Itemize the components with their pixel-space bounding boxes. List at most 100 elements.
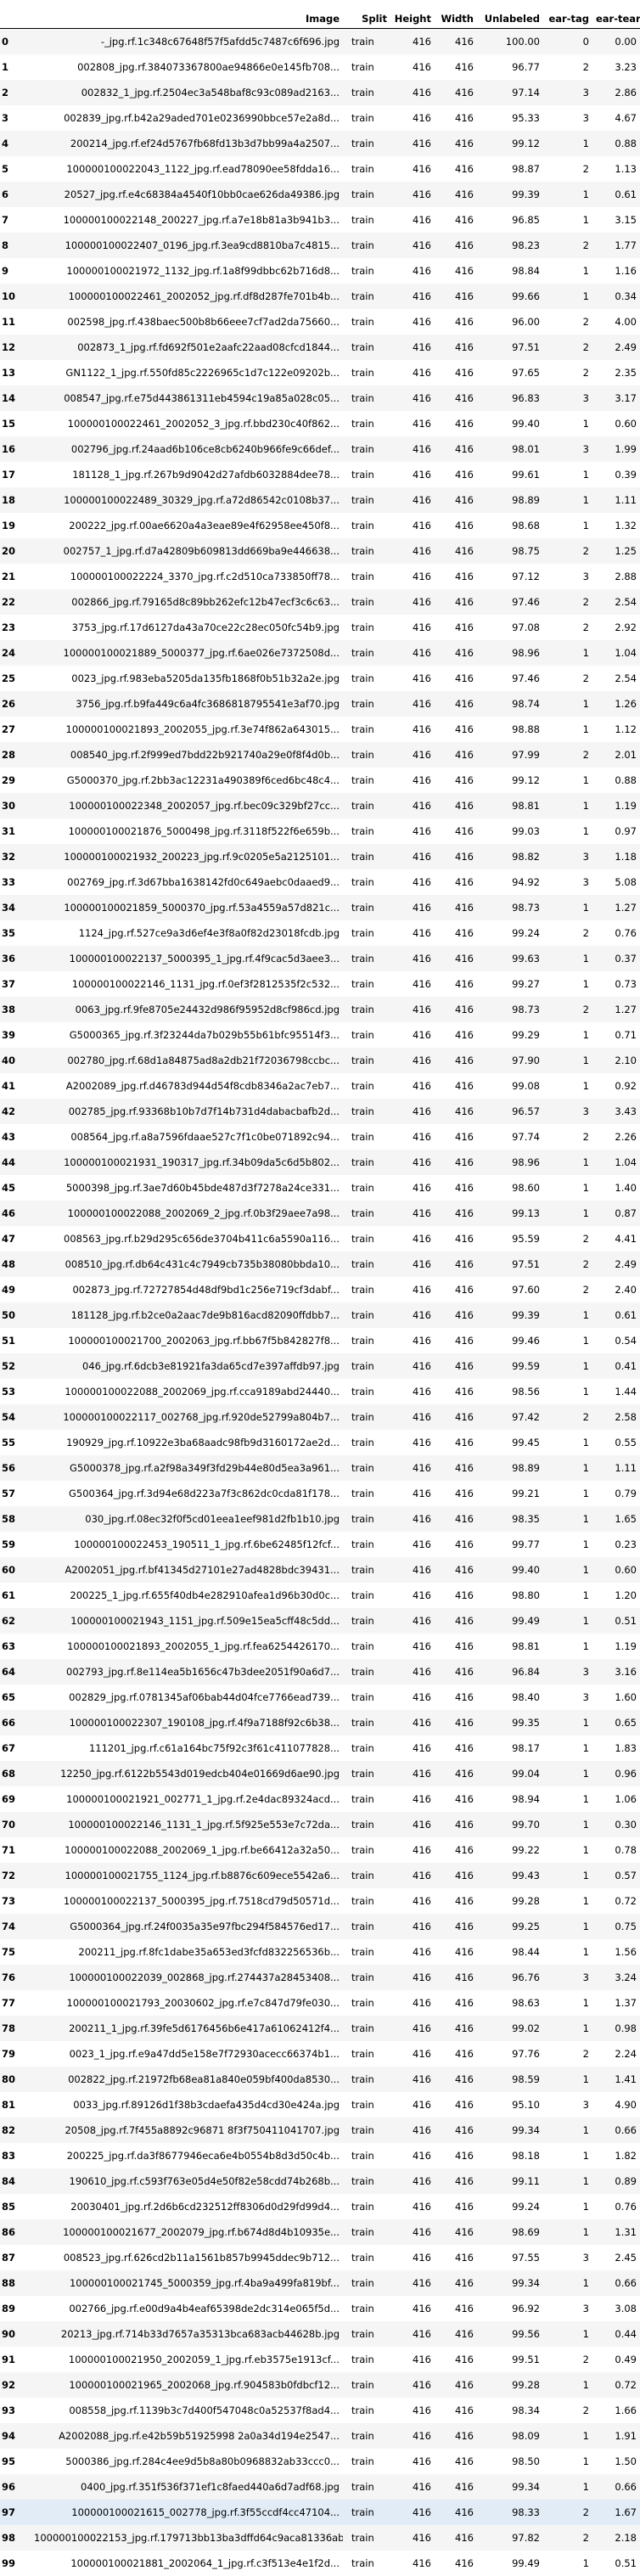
split-cell: train (343, 258, 390, 284)
split-cell: train (343, 691, 390, 717)
ear-tear-cell: 1.27 (592, 895, 640, 920)
split-cell: train (343, 2423, 390, 2449)
split-cell: train (343, 997, 390, 1022)
ear-tag-cell: 3 (543, 844, 592, 869)
ear-tag-cell: 1 (543, 1430, 592, 1455)
width-cell: 416 (435, 1226, 477, 1251)
image-cell: 100000100021921_002771_1_jpg.rf.2e4dac89… (31, 1786, 343, 1812)
unlabeled-cell: 99.61 (477, 462, 543, 487)
ear-tag-cell: 1 (543, 2321, 592, 2347)
ear-tear-cell: 0.37 (592, 946, 640, 971)
row-index: 52 (0, 1353, 31, 1379)
split-cell: train (343, 946, 390, 971)
row-index: 54 (0, 1404, 31, 1430)
ear-tear-cell: 1.13 (592, 156, 640, 182)
height-cell: 416 (390, 2168, 435, 2194)
split-cell: train (343, 1150, 390, 1175)
ear-tear-cell: 2.86 (592, 80, 640, 105)
image-cell: 190610_jpg.rf.c593f763e05d4e50f82e58cdd7… (31, 2168, 343, 2194)
image-cell: 002832_1_jpg.rf.2504ec3a548baf8c93c089ad… (31, 80, 343, 105)
split-cell: train (343, 1710, 390, 1735)
ear-tear-cell: 4.00 (592, 309, 640, 335)
row-index: 82 (0, 2118, 31, 2143)
ear-tag-cell: 2 (543, 2500, 592, 2525)
width-cell: 416 (435, 1634, 477, 1659)
ear-tear-cell: 2.35 (592, 360, 640, 385)
ear-tear-cell: 1.50 (592, 2449, 640, 2474)
split-cell: train (343, 589, 390, 615)
ear-tag-cell: 1 (543, 717, 592, 742)
width-cell: 416 (435, 1099, 477, 1124)
ear-tear-cell: 0.72 (592, 2372, 640, 2398)
image-cell: 100000100021615_002778_jpg.rf.3f55ccdf4c… (31, 2500, 343, 2525)
split-cell: train (343, 1124, 390, 1150)
row-index: 50 (0, 1302, 31, 1328)
image-cell: 100000100022461_2002052_jpg.rf.df8d287fe… (31, 284, 343, 309)
height-cell: 416 (390, 2067, 435, 2092)
row-index: 77 (0, 1990, 31, 2016)
width-cell: 416 (435, 1735, 477, 1761)
unlabeled-cell: 99.70 (477, 1812, 543, 1837)
ear-tear-cell: 0.71 (592, 1022, 640, 1048)
unlabeled-cell: 98.35 (477, 1506, 543, 1532)
row-index: 94 (0, 2423, 31, 2449)
image-cell: 100000100021972_1132_jpg.rf.1a8f99dbbc62… (31, 258, 343, 284)
unlabeled-cell: 99.49 (477, 1608, 543, 1634)
width-cell: 416 (435, 1201, 477, 1226)
unlabeled-cell: 98.63 (477, 1990, 543, 2016)
ear-tag-cell: 2 (543, 54, 592, 80)
split-cell: train (343, 1608, 390, 1634)
row-index: 48 (0, 1251, 31, 1277)
height-cell: 416 (390, 2372, 435, 2398)
unlabeled-cell: 99.34 (477, 2474, 543, 2500)
row-index: 42 (0, 1099, 31, 1124)
unlabeled-cell: 96.84 (477, 1659, 543, 1685)
ear-tear-cell: 2.92 (592, 615, 640, 640)
unlabeled-cell: 98.87 (477, 156, 543, 182)
ear-tag-cell: 1 (543, 2372, 592, 2398)
row-index: 11 (0, 309, 31, 335)
ear-tear-cell: 2.01 (592, 742, 640, 768)
image-cell: 100000100021943_1151_jpg.rf.509e15ea5cff… (31, 1608, 343, 1634)
image-cell: 100000100021859_5000370_jpg.rf.53a4559a5… (31, 895, 343, 920)
height-cell: 416 (390, 1048, 435, 1073)
width-cell: 416 (435, 411, 477, 436)
split-cell: train (343, 1990, 390, 2016)
height-cell: 416 (390, 1353, 435, 1379)
width-cell: 416 (435, 691, 477, 717)
row-index: 67 (0, 1735, 31, 1761)
ear-tear-cell: 2.54 (592, 666, 640, 691)
width-cell: 416 (435, 2245, 477, 2270)
width-cell: 416 (435, 335, 477, 360)
split-cell: train (343, 2219, 390, 2245)
row-index: 7 (0, 207, 31, 233)
ear-tag-cell: 2 (543, 335, 592, 360)
width-cell: 416 (435, 2270, 477, 2296)
split-cell: train (343, 2449, 390, 2474)
width-cell: 416 (435, 640, 477, 666)
width-cell: 416 (435, 2219, 477, 2245)
split-cell: train (343, 411, 390, 436)
height-cell: 416 (390, 2041, 435, 2067)
width-cell: 416 (435, 1965, 477, 1990)
ear-tag-cell: 1 (543, 1863, 592, 1888)
height-cell: 416 (390, 920, 435, 946)
height-cell: 416 (390, 2016, 435, 2041)
height-cell: 416 (390, 2525, 435, 2551)
split-cell: train (343, 1353, 390, 1379)
width-cell: 416 (435, 2016, 477, 2041)
height-cell: 416 (390, 2092, 435, 2118)
row-index: 0 (0, 29, 31, 55)
ear-tear-cell: 0.51 (592, 2551, 640, 2576)
